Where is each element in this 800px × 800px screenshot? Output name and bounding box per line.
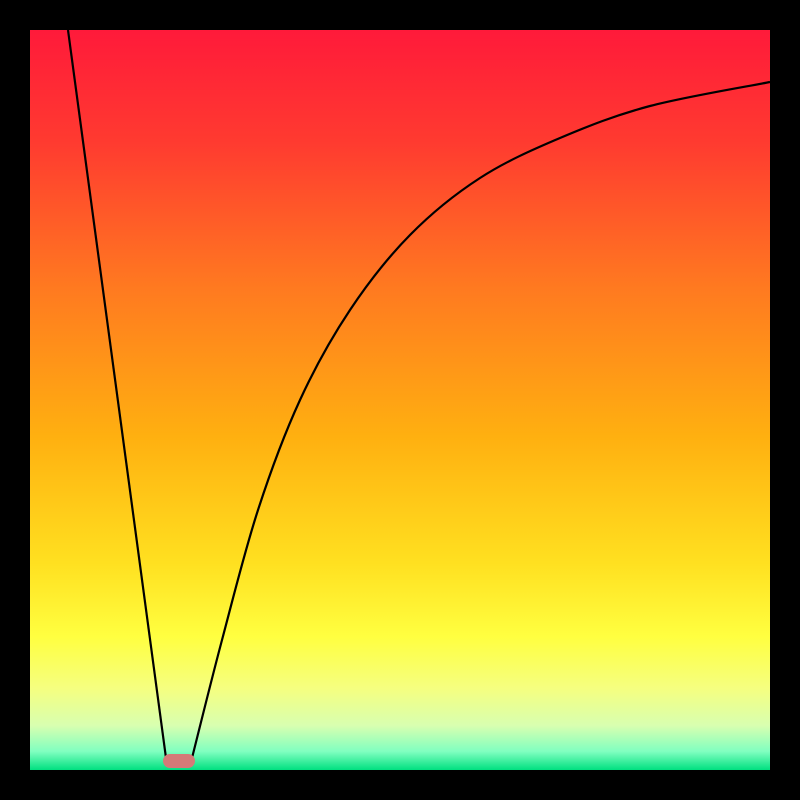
plot-background bbox=[30, 30, 770, 770]
bottleneck-marker bbox=[163, 754, 195, 768]
chart-svg bbox=[0, 0, 800, 800]
chart-container: TheBottleneck.com bbox=[0, 0, 800, 800]
